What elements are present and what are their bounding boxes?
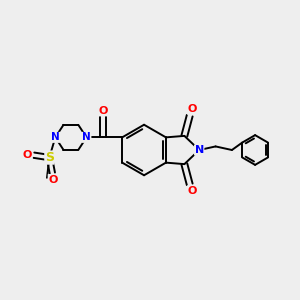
Text: N: N: [195, 145, 204, 155]
Text: O: O: [188, 104, 197, 114]
Text: N: N: [51, 132, 60, 142]
Text: O: O: [98, 106, 107, 116]
Text: N: N: [82, 132, 91, 142]
Text: O: O: [188, 186, 197, 196]
Text: S: S: [45, 151, 54, 164]
Text: O: O: [23, 150, 32, 160]
Text: O: O: [48, 175, 58, 184]
